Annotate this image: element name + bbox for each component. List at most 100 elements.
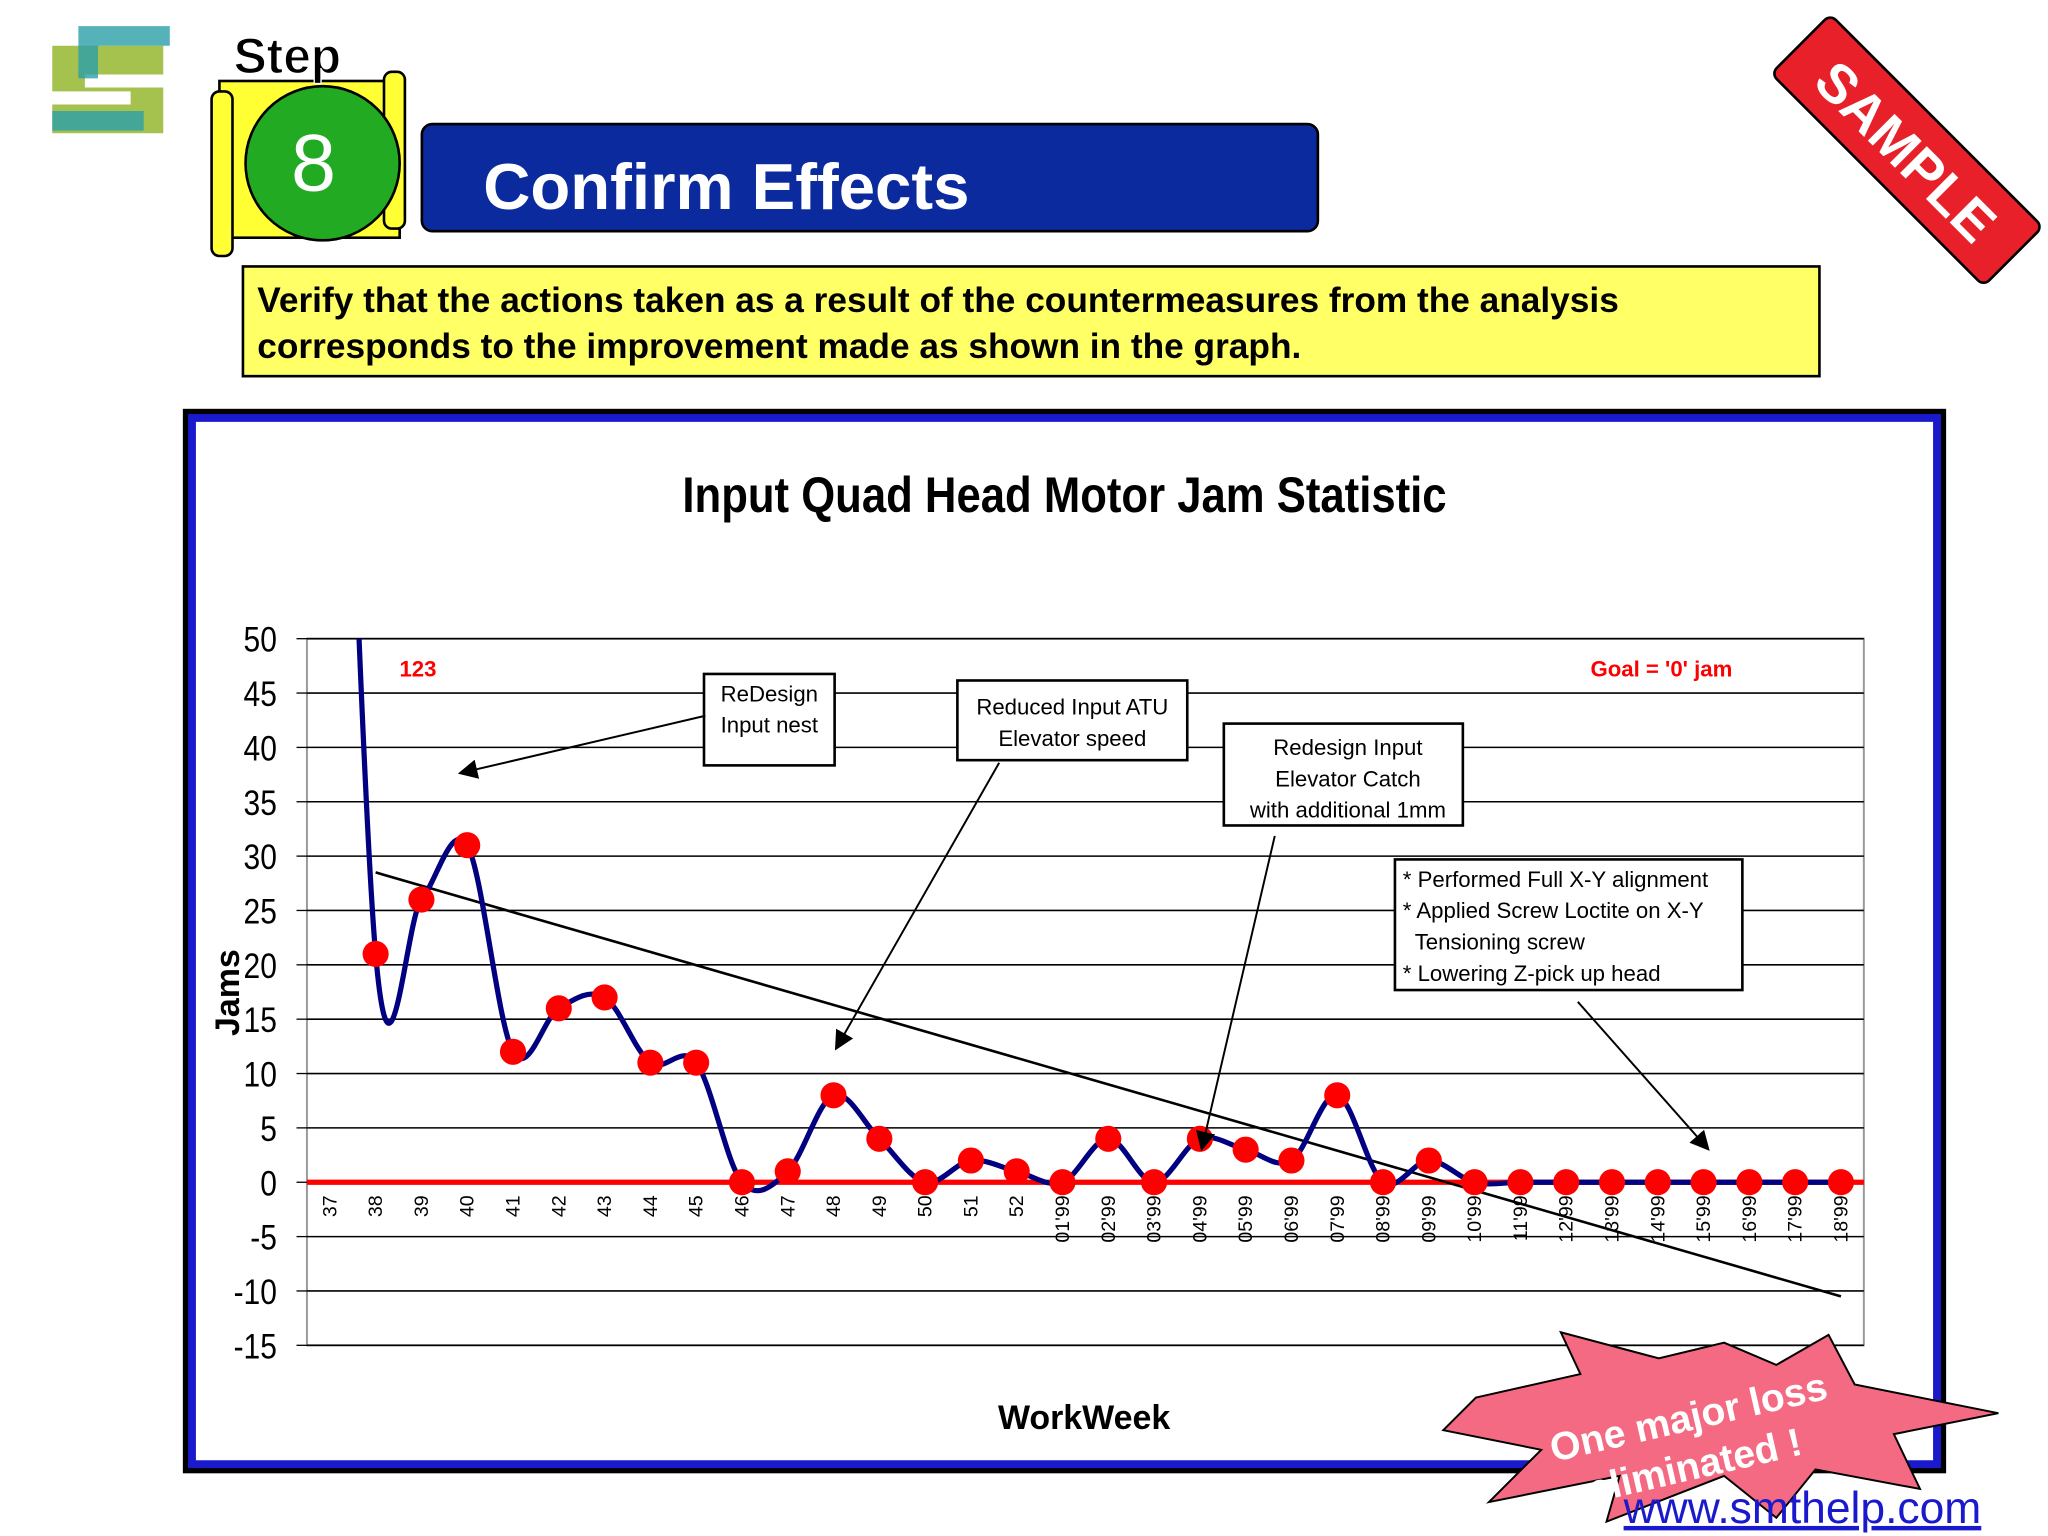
x-tick-label: 07'99	[1327, 1195, 1349, 1242]
x-tick-label: 51	[960, 1195, 982, 1217]
step-label: Step	[234, 28, 342, 84]
x-tick-label: 38	[365, 1195, 387, 1217]
description-line: Verify that the actions taken as a resul…	[257, 281, 1619, 320]
x-tick-label: 06'99	[1281, 1195, 1303, 1242]
marker	[1278, 1147, 1305, 1174]
marker	[1782, 1169, 1809, 1196]
x-tick-label: 13'99	[1602, 1195, 1624, 1242]
data-label: 123	[399, 657, 436, 682]
starburst: One major loss eliminated !	[1441, 1330, 1999, 1524]
annotation-line: Tensioning screw	[1403, 930, 1586, 955]
chart-layer: -15 -10 -5 0 5 10 15 20 25 30 35 40 45 50 Goal = '0' j…	[234, 619, 1864, 1366]
annotation-line: * Lowering Z-pick up head	[1403, 961, 1661, 986]
heading: Confirm Effects	[483, 150, 969, 223]
x-tick-label: 50	[915, 1195, 937, 1217]
x-tick-label: 39	[411, 1195, 433, 1217]
stamp-text: SAMPLE	[1803, 49, 2008, 254]
annotation-line: Elevator Catch	[1275, 766, 1421, 791]
x-tick-label: 04'99	[1189, 1195, 1211, 1242]
y-tick-label: 30	[244, 837, 277, 877]
annotation-line: Input nest	[721, 713, 818, 738]
chart-title: Input Quad Head Motor Jam Statistic	[682, 467, 1446, 522]
y-tick-label: 5	[260, 1109, 277, 1149]
logo	[52, 26, 170, 134]
marker	[454, 832, 481, 859]
marker	[637, 1049, 664, 1076]
y-tick-label: 35	[244, 782, 277, 822]
annotation-line: Redesign Input	[1273, 735, 1422, 760]
goal-label: Goal = '0' jam	[1590, 657, 1732, 682]
description-line: corresponds to the improvement made as s…	[257, 327, 1301, 366]
step-number: 8	[291, 119, 336, 209]
marker	[912, 1169, 939, 1196]
marker	[820, 1082, 847, 1109]
y-tick-label: 20	[244, 946, 277, 986]
y-tick-label: 10	[244, 1054, 277, 1094]
x-tick-label: 44	[640, 1195, 662, 1217]
url[interactable]: www.smthelp.com	[1623, 1484, 1982, 1533]
x-tick-label: 17'99	[1785, 1195, 1807, 1242]
y-tick-label: -10	[234, 1272, 277, 1312]
x-tick-label: 45	[686, 1195, 708, 1217]
marker	[957, 1147, 984, 1174]
marker	[1369, 1169, 1397, 1196]
annotation-line: * Performed Full X-Y alignment	[1403, 867, 1708, 892]
marker	[362, 940, 389, 968]
x-tick-label: 03'99	[1144, 1195, 1166, 1242]
marker	[1598, 1169, 1626, 1196]
annotation-line: ReDesign	[721, 681, 818, 706]
annotation-line: Elevator speed	[998, 726, 1146, 751]
marker	[545, 995, 572, 1022]
annotations: ReDesign Input nest Reduced Input ATU Eleva…	[721, 681, 1709, 986]
annotation-boxes	[702, 672, 1744, 992]
x-tick-label: 14'99	[1647, 1195, 1669, 1242]
x-tick-label: 49	[869, 1195, 891, 1217]
x-tick-label: 01'99	[1052, 1195, 1074, 1242]
marker	[591, 984, 618, 1011]
annotation-line: Reduced Input ATU	[976, 694, 1168, 719]
marker	[1690, 1169, 1717, 1196]
x-tick-label: 43	[594, 1195, 616, 1217]
marker	[1827, 1169, 1855, 1196]
marker	[499, 1038, 527, 1065]
x-tick-label: 40	[457, 1195, 479, 1217]
x-tick-label: 15'99	[1693, 1195, 1715, 1242]
marker	[866, 1125, 893, 1152]
marker	[1095, 1125, 1122, 1152]
marker	[1049, 1169, 1076, 1196]
marker	[774, 1158, 801, 1185]
x-tick-label: 12'99	[1556, 1195, 1578, 1242]
y-tick-label: -5	[250, 1217, 277, 1257]
marker	[1644, 1169, 1671, 1196]
x-tick-label: 18'99	[1830, 1195, 1852, 1242]
x-tick-label: 16'99	[1739, 1195, 1761, 1242]
x-tick-label: 47	[777, 1195, 799, 1217]
y-tick-label: 45	[244, 674, 277, 714]
y-axis-label: Jams	[209, 949, 247, 1036]
x-axis-label: WorkWeek	[998, 1399, 1170, 1437]
x-tick-label: 02'99	[1098, 1195, 1120, 1242]
x-tick-label: 52	[1006, 1195, 1028, 1217]
x-tick-label: 09'99	[1418, 1195, 1440, 1242]
annotation-line: with additional 1mm	[1249, 798, 1446, 823]
x-tick-label: 46	[731, 1195, 753, 1217]
marker	[1324, 1082, 1351, 1109]
y-tick-label: 0	[260, 1163, 277, 1203]
x-tick-label: 05'99	[1235, 1195, 1257, 1242]
x-tick-label: 37	[319, 1195, 341, 1217]
marker	[1141, 1169, 1168, 1196]
marker	[1003, 1158, 1030, 1185]
marker	[1507, 1169, 1534, 1196]
step-scroll	[210, 70, 407, 258]
marker	[1553, 1169, 1580, 1196]
marker	[408, 886, 435, 913]
annotation-line: * Applied Screw Loctite on X-Y	[1403, 898, 1704, 923]
x-tick-label: 48	[823, 1195, 845, 1217]
marker	[1186, 1125, 1213, 1152]
marker	[683, 1049, 710, 1076]
marker	[1232, 1136, 1259, 1163]
y-tick-label: 25	[244, 891, 277, 931]
x-tick-label: 08'99	[1373, 1195, 1395, 1242]
